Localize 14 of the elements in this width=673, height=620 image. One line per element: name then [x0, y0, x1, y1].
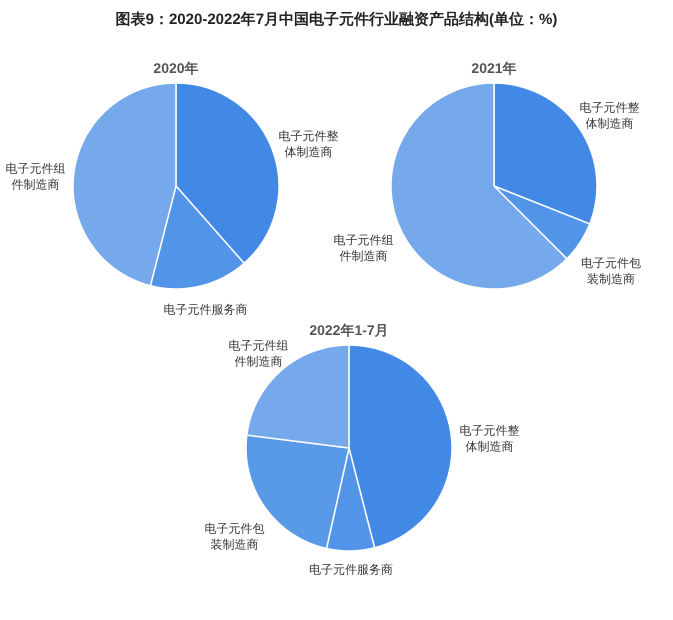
chart-subtitle: 2022年1-7月: [309, 322, 389, 338]
slice-label: 电子元件包装制造商: [204, 521, 265, 552]
slice-label: 电子元件组件制造商: [333, 233, 394, 264]
slice-label: 电子元件服务商: [308, 562, 393, 576]
chart-title: 图表9：2020-2022年7月中国电子元件行业融资产品结构(单位：%): [114, 10, 558, 30]
slice-label: 电子元件包装制造商: [581, 256, 642, 286]
slice-label: 电子元件组件制造商: [228, 338, 289, 368]
slice-label: 电子元件整体制造商: [580, 100, 640, 130]
slice-label: 电子元件整体制造商: [278, 129, 338, 160]
slice-label: 电子元件整体制造商: [459, 423, 520, 454]
chart-subtitle: 2021年: [471, 60, 517, 76]
slice-label: 电子元件服务商: [164, 302, 248, 316]
chart-subtitle: 2020年: [153, 60, 199, 76]
slice-label: 电子元件组件制造商: [6, 161, 66, 192]
